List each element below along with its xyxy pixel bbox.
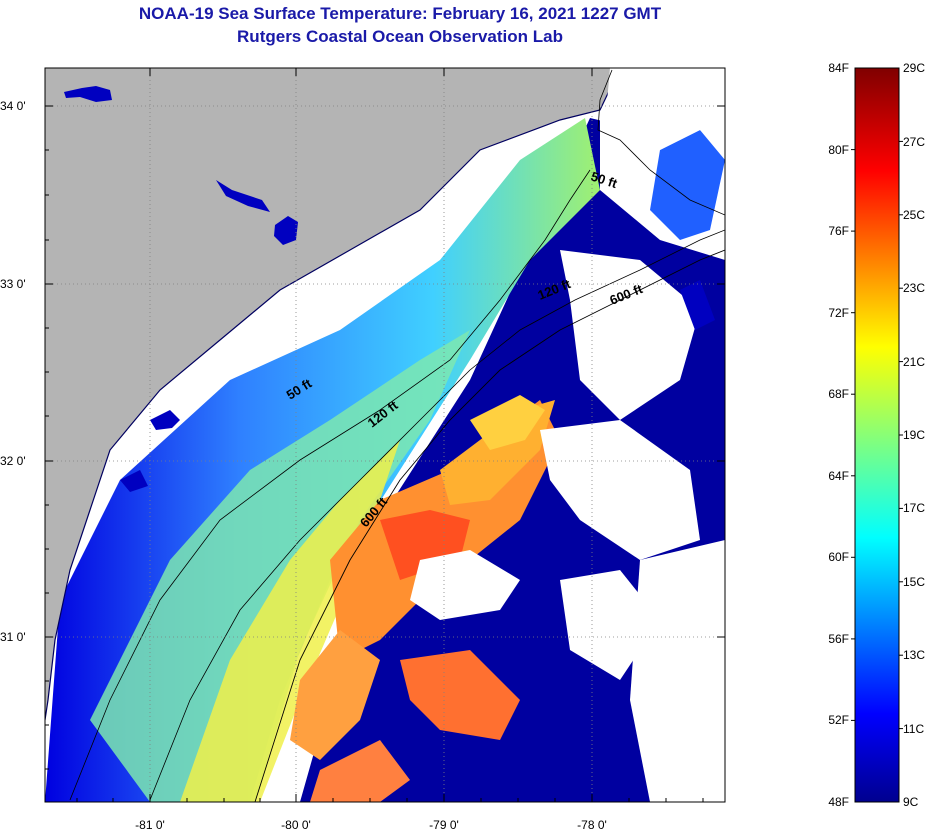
sst-field [45, 68, 725, 802]
colorbar-f-label: 64F [828, 469, 849, 483]
colorbar-f-label: 80F [828, 143, 849, 157]
lat-label: 33 0' [0, 277, 26, 291]
colorbar-f-label: 68F [828, 387, 849, 401]
lon-label: -78 0' [577, 818, 607, 832]
map-title: NOAA-19 Sea Surface Temperature: Februar… [138, 4, 662, 23]
colorbar-f-label: 84F [828, 61, 849, 75]
lon-label: -81 0' [135, 818, 165, 832]
map-subtitle: Rutgers Coastal Ocean Observation Lab [237, 27, 563, 46]
colorbar-c-label: 19C [903, 428, 925, 442]
colorbar-c-label: 15C [903, 575, 925, 589]
colorbar-f-label: 52F [828, 713, 849, 727]
colorbar-c-label: 13C [903, 648, 925, 662]
lon-label: -79 0' [429, 818, 459, 832]
colorbar-c-label: 27C [903, 135, 925, 149]
colorbar-f-label: 60F [828, 550, 849, 564]
colorbar-f-label: 56F [828, 632, 849, 646]
plot-frame [44, 67, 726, 803]
colorbar-c-label: 11C [903, 722, 924, 736]
colorbar [854, 67, 900, 803]
colorbar-c-label: 21C [903, 355, 925, 369]
lat-label: 31 0' [0, 630, 26, 644]
colorbar-c-label: 17C [903, 501, 925, 515]
grid [45, 68, 725, 802]
colorbar-c-label: 9C [903, 795, 919, 809]
colorbar-ticks [851, 140, 903, 730]
axis-ticks [45, 68, 725, 802]
lat-label: 32 0' [0, 454, 26, 468]
colorbar-c-label: 29C [903, 61, 925, 75]
lat-label: 34 0' [0, 99, 26, 113]
land-mass [45, 68, 620, 720]
colorbar-f-label: 76F [828, 224, 849, 238]
colorbar-f-label: 48F [828, 795, 849, 809]
colorbar-f-label: 72F [828, 306, 849, 320]
colorbar-c-label: 25C [903, 208, 925, 222]
colorbar-c-label: 23C [903, 281, 925, 295]
lon-label: -80 0' [281, 818, 311, 832]
